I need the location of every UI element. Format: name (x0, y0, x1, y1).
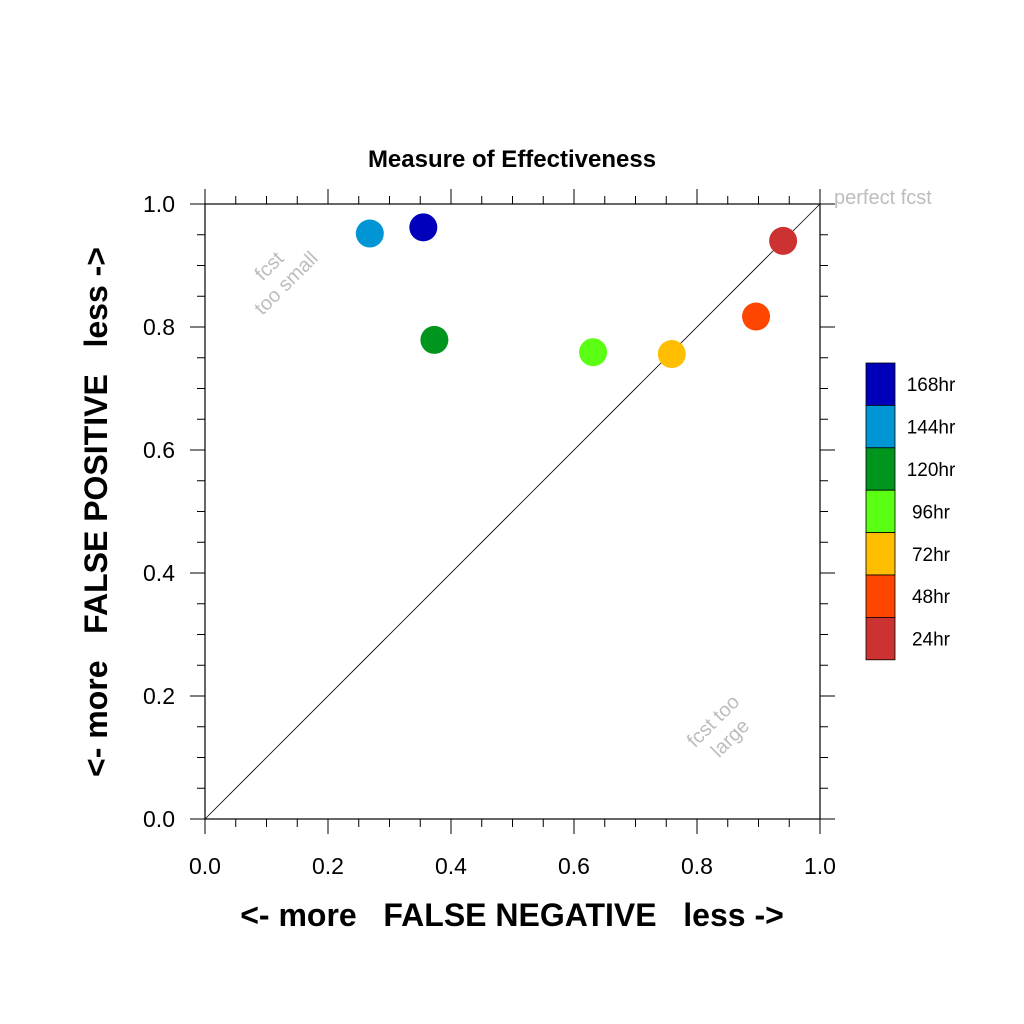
legend: 168hr 144hr 120hr 96hr 72hr 48hr 24hr (865, 362, 956, 661)
legend-swatch-48hr (865, 574, 896, 618)
legend-label-144hr: 144hr (907, 418, 956, 439)
legend-swatch-96hr (865, 489, 896, 534)
x-tick-label: 0.4 (435, 853, 467, 879)
chart-title: Measure of Effectiveness (368, 146, 656, 173)
data-point-24hr (769, 226, 798, 255)
y-tick-label: 1.0 (143, 191, 175, 217)
x-axis-label: <- more FALSE NEGATIVE less -> (240, 897, 784, 933)
y-tick-label: 0.6 (143, 437, 175, 463)
legend-swatch-144hr (865, 404, 896, 449)
data-point-168hr (409, 213, 438, 242)
y-axis-label: <- more FALSE POSITIVE less -> (78, 247, 114, 777)
data-point-144hr (355, 219, 384, 248)
y-tick-label: 0.4 (143, 560, 175, 586)
y-tick-label: 0.0 (143, 806, 175, 832)
legend-label-72hr: 72hr (912, 545, 951, 566)
legend-swatch-24hr (865, 617, 896, 661)
y-tick-label: 0.2 (143, 683, 175, 709)
data-points (355, 213, 798, 369)
legend-label-168hr: 168hr (907, 375, 956, 396)
y-tick-labels: 0.0 0.2 0.4 0.6 0.8 1.0 (143, 191, 175, 832)
legend-swatch-72hr (865, 532, 896, 576)
x-tick-label: 0.6 (558, 853, 590, 879)
perfect-forecast-diagonal (204, 203, 821, 820)
x-tick-labels: 0.0 0.2 0.4 0.6 0.8 1.0 (189, 853, 836, 879)
x-tick-label: 0.2 (312, 853, 344, 879)
annotation-perfect-fcst: perfect fcst (834, 187, 932, 209)
legend-swatch-168hr (865, 362, 896, 406)
legend-swatch-120hr (865, 447, 896, 491)
y-tick-label: 0.8 (143, 314, 175, 340)
x-tick-label: 0.0 (189, 853, 221, 879)
data-point-72hr (657, 340, 686, 369)
legend-label-24hr: 24hr (912, 630, 951, 651)
legend-label-96hr: 96hr (912, 502, 951, 523)
axis-ticks (190, 189, 835, 834)
x-tick-label: 0.8 (681, 853, 713, 879)
x-tick-label: 1.0 (804, 853, 836, 879)
data-point-48hr (742, 302, 771, 331)
legend-label-48hr: 48hr (912, 587, 951, 608)
data-point-120hr (420, 325, 449, 354)
legend-label-120hr: 120hr (907, 460, 956, 481)
data-point-96hr (579, 338, 608, 367)
